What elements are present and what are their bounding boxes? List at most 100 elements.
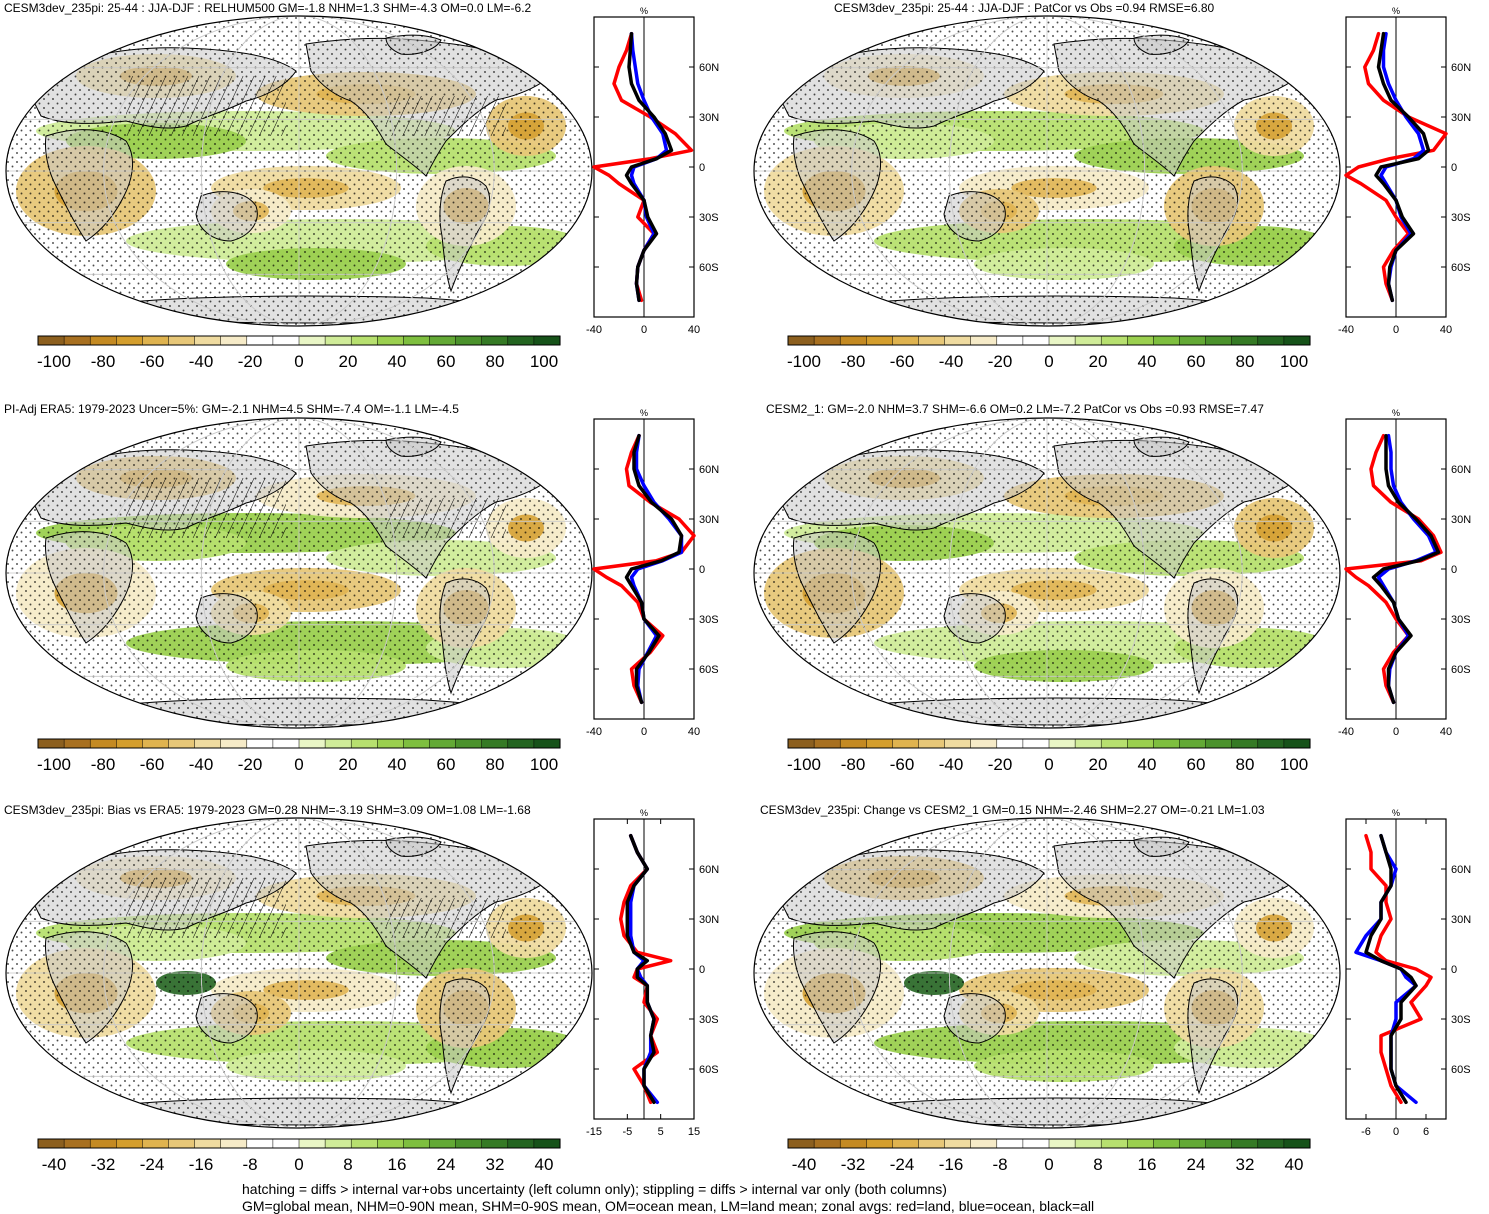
zonal-line-all: [1374, 31, 1431, 303]
colorbar-swatch: [1074, 1138, 1102, 1149]
colorbar-tick-label: 32: [1236, 1155, 1255, 1174]
panel-title: CESM3dev_235pi: Change vs CESM2_1 GM=0.1…: [760, 803, 1265, 817]
panel-bias-vs-era5: CESM3dev_235pi: Bias vs ERA5: 1979-2023 …: [4, 803, 719, 1174]
zonal-x-tick-label: -6: [1361, 1126, 1371, 1138]
colorbar-tick-label: -60: [890, 352, 915, 371]
zonal-x-tick-label: -15: [586, 1126, 602, 1138]
latitude-tick-label: 0: [699, 564, 705, 576]
panel-relhum-cesm3dev: CESM3dev_235pi: 25-44 : JJA-DJF : RELHUM…: [4, 1, 719, 371]
colorbar-swatch: [429, 335, 457, 346]
colorbar-swatch: [1205, 1138, 1233, 1149]
colorbar-swatch: [1100, 738, 1128, 749]
colorbar-swatch: [272, 738, 300, 749]
latitude-tick-label: 30N: [1451, 914, 1471, 926]
zonal-x-tick-label: 0: [641, 726, 647, 738]
robinson-map: [5, 817, 593, 1129]
colorbar-swatch: [194, 335, 222, 346]
colorbar-swatch: [298, 738, 326, 749]
colorbar-tick-label: 60: [437, 755, 456, 774]
colorbar-tick-label: 20: [339, 352, 358, 371]
colorbar-tick-label: 60: [1187, 352, 1206, 371]
colorbar-swatch: [116, 335, 143, 346]
colorbar-swatch: [1048, 738, 1076, 749]
colorbar-swatch: [918, 1138, 946, 1149]
colorbar-swatch: [37, 1138, 65, 1149]
colorbar-swatch: [1179, 738, 1207, 749]
colorbar-tick-label: -40: [189, 755, 214, 774]
colorbar-swatch: [481, 1138, 509, 1149]
colorbar-swatch: [89, 738, 117, 749]
colorbar-swatch: [455, 335, 483, 346]
zonal-line-land: [1344, 31, 1448, 303]
colorbar-swatch: [481, 738, 509, 749]
colorbar-swatch: [142, 335, 170, 346]
latitude-tick-label: 60N: [699, 464, 719, 476]
latitude-tick-label: 30N: [699, 914, 719, 926]
latitude-tick-label: 0: [699, 964, 705, 976]
colorbar-swatch: [481, 335, 509, 346]
colorbar-swatch: [1257, 1138, 1285, 1149]
colorbar-swatch: [37, 738, 65, 749]
colorbar-swatch: [246, 1138, 274, 1149]
colorbar-swatch: [246, 335, 274, 346]
colorbar-tick-label: -20: [988, 352, 1013, 371]
latitude-tick-label: 60S: [699, 1064, 719, 1076]
latitude-tick-label: 60N: [1451, 62, 1471, 74]
colorbar-tick-label: -16: [939, 1155, 964, 1174]
colorbar-swatch: [1074, 738, 1102, 749]
colorbar-swatch: [37, 335, 65, 346]
zonal-mean-plot: % 60N 30N 0 30S 60S -15 -5 5 15: [586, 808, 719, 1138]
latitude-tick-label: 0: [1451, 162, 1457, 174]
robinson-map: [753, 817, 1341, 1129]
colorbar-swatch: [970, 738, 998, 749]
colorbar-swatch: [839, 738, 867, 749]
zonal-unit-label: %: [1392, 6, 1400, 16]
footnote-legend: GM=global mean, NHM=0-90N mean, SHM=0-90…: [242, 1198, 1094, 1214]
colorbar-tick-label: -40: [42, 1155, 67, 1174]
colorbar-tick-label: -80: [91, 755, 116, 774]
latitude-tick-label: 60N: [1451, 864, 1471, 876]
latitude-tick-label: 60N: [699, 62, 719, 74]
colorbar-swatch: [839, 1138, 867, 1149]
zonal-unit-label: %: [640, 808, 648, 818]
colorbar-swatch: [116, 738, 143, 749]
colorbar-swatch: [324, 335, 352, 346]
colorbar-tick-label: -8: [242, 1155, 257, 1174]
zonal-x-tick-label: 0: [641, 324, 647, 336]
panel-title: CESM3dev_235pi: 25-44 : JJA-DJF : PatCor…: [834, 1, 1215, 15]
zonal-unit-label: %: [640, 408, 648, 418]
colorbar-tick-label: -40: [939, 352, 964, 371]
panel-relhum-cesm2: CESM2_1: GM=-2.0 NHM=3.7 SHM=-6.6 OM=0.2…: [753, 402, 1471, 774]
colorbar-swatch: [813, 1138, 841, 1149]
zonal-x-tick-label: -40: [586, 324, 602, 336]
colorbar-tick-label: 80: [486, 352, 505, 371]
colorbar-tick-label: -100: [37, 352, 71, 371]
latitude-tick-label: 30N: [699, 112, 719, 124]
colorbar: -100 -80 -60 -40 -20 0 20 40 60 80 100: [37, 738, 561, 774]
zonal-mean-plot: % 60N 30N 0 30S 60S -40 0 40: [586, 408, 719, 738]
colorbar-swatch: [996, 1138, 1024, 1149]
latitude-tick-label: 30S: [699, 212, 719, 224]
colorbar-tick-label: -60: [140, 352, 165, 371]
colorbar-swatch: [1022, 738, 1050, 749]
colorbar-swatch: [996, 738, 1024, 749]
colorbar-swatch: [298, 335, 326, 346]
colorbar-swatch: [1100, 335, 1128, 346]
latitude-tick-label: 30N: [1451, 112, 1471, 124]
colorbar-tick-label: 0: [1044, 352, 1053, 371]
colorbar-tick-label: -40: [939, 755, 964, 774]
zonal-x-tick-label: 0: [1393, 1126, 1399, 1138]
colorbar-swatch: [970, 1138, 998, 1149]
colorbar: -40 -32 -24 -16 -8 0 8 16 24 32 40: [37, 1138, 561, 1174]
colorbar-swatch: [116, 1138, 143, 1149]
zonal-x-tick-label: 0: [1393, 324, 1399, 336]
colorbar-swatch: [220, 335, 248, 346]
latitude-tick-label: 60S: [699, 262, 719, 274]
colorbar-tick-label: 8: [1093, 1155, 1102, 1174]
colorbar-tick-label: 80: [486, 755, 505, 774]
colorbar-tick-label: 8: [343, 1155, 352, 1174]
colorbar-tick-label: 100: [530, 352, 558, 371]
zonal-line-all: [624, 433, 684, 705]
colorbar-swatch: [350, 1138, 378, 1149]
